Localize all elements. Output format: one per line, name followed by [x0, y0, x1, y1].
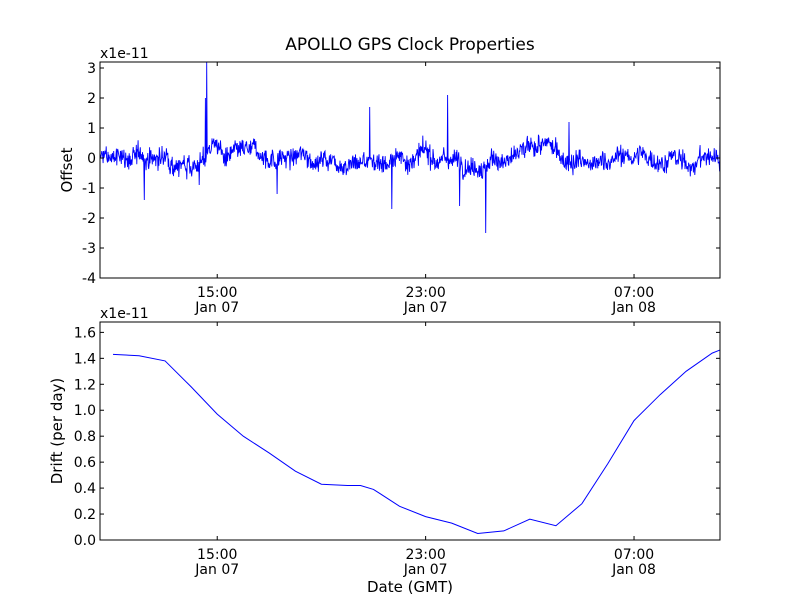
y-tick-label: 2	[87, 91, 96, 107]
x-tick-label-date: Jan 07	[194, 300, 239, 316]
y-tick-label: 1.2	[74, 377, 96, 393]
y-tick-label: 1.0	[74, 403, 96, 419]
y-tick-label: 3	[87, 61, 96, 77]
y-tick-label: -3	[82, 241, 96, 257]
y-tick-label: 0.4	[74, 481, 96, 497]
x-tick-label-date: Jan 08	[611, 562, 656, 578]
y-axis-label: Offset	[58, 147, 76, 192]
x-axis-label: Date (GMT)	[367, 578, 453, 596]
x-tick-label-time: 23:00	[405, 285, 445, 301]
x-tick-label-date: Jan 07	[403, 562, 448, 578]
x-tick-label-time: 07:00	[614, 285, 654, 301]
y-tick-label: 1	[87, 121, 96, 137]
x-tick-label-time: 15:00	[197, 547, 237, 563]
offset-series-line	[100, 62, 720, 234]
axes-frame	[99, 321, 721, 541]
x-tick-label-date: Jan 08	[611, 300, 656, 316]
y-axis-label: Drift (per day)	[48, 378, 66, 485]
y-tick-label: 0.8	[74, 429, 96, 445]
figure-title: APOLLO GPS Clock Properties	[285, 35, 535, 55]
y-tick-label: -1	[82, 181, 96, 197]
y-tick-label: -2	[82, 211, 96, 227]
y-multiplier-label: x1e-11	[100, 46, 149, 62]
y-tick-label: -4	[82, 271, 96, 287]
x-tick-label-time: 23:00	[405, 547, 445, 563]
x-tick-label-date: Jan 07	[403, 300, 448, 316]
x-tick-label-time: 15:00	[197, 285, 237, 301]
y-tick-label: 0	[87, 151, 96, 167]
drift-series-line	[112, 349, 720, 535]
x-tick-label-date: Jan 07	[194, 562, 239, 578]
y-multiplier-label: x1e-11	[100, 306, 149, 322]
x-tick-label-time: 07:00	[614, 547, 654, 563]
y-tick-label: 0.6	[74, 455, 96, 471]
y-tick-label: 0.0	[74, 533, 96, 549]
axes-frame	[99, 61, 721, 279]
y-tick-label: 0.2	[74, 507, 96, 523]
y-tick-label: 1.6	[74, 325, 96, 341]
y-tick-label: 1.4	[74, 351, 96, 367]
